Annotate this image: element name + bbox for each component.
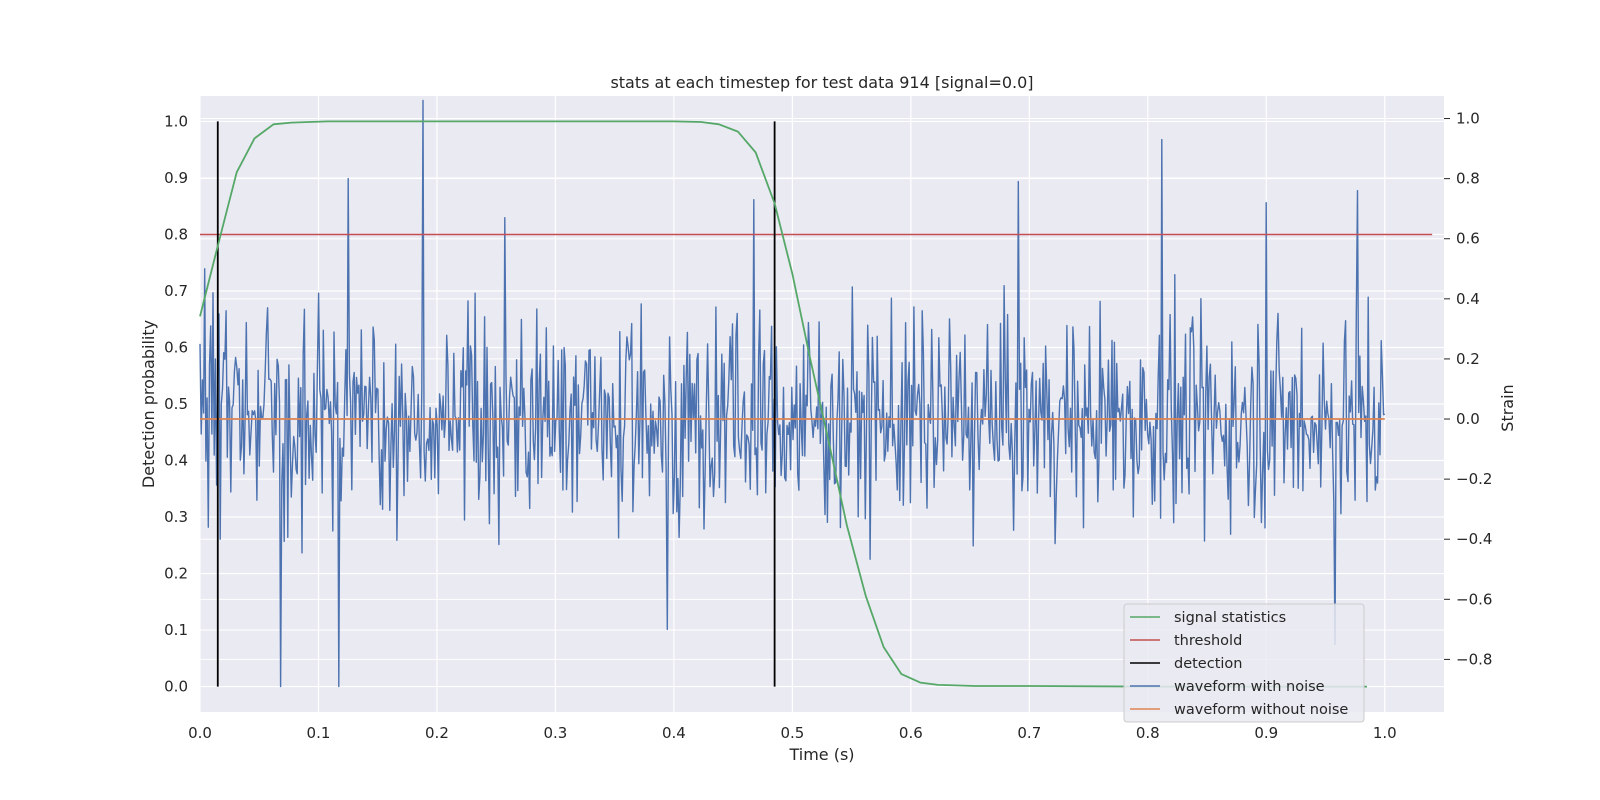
y-right-tick-label: 0.2: [1456, 350, 1480, 368]
y-left-tick-label: 0.7: [164, 282, 188, 300]
y-right-tick-label: 1.0: [1456, 110, 1480, 128]
x-tick-label: 0.4: [662, 724, 686, 742]
x-tick-label: 0.0: [188, 724, 212, 742]
y-left-tick-label: 0.2: [164, 565, 188, 583]
x-tick-label: 0.8: [1136, 724, 1160, 742]
y-right-tick-label: −0.6: [1456, 590, 1492, 608]
y-left-tick-label: 0.8: [164, 225, 188, 243]
y-right-tick-label: −0.2: [1456, 470, 1492, 488]
y-left-tick-label: 0.4: [164, 452, 188, 470]
series-waveform-with-noise: [199, 99, 1386, 688]
y-right-tick-label: 0.0: [1456, 410, 1480, 428]
y-left-tick-label: 0.0: [164, 678, 188, 696]
x-tick-label: 0.2: [425, 724, 449, 742]
x-tick-label: 0.3: [543, 724, 567, 742]
legend: signal statistics threshold detection wa…: [1123, 603, 1365, 723]
y-right-tick-label: −0.8: [1456, 650, 1492, 668]
x-tick-label: 1.0: [1373, 724, 1397, 742]
legend-box: [1123, 603, 1365, 723]
series-signal-statistics: [199, 120, 1367, 688]
x-tick-label: 0.6: [899, 724, 923, 742]
y-left-tick-label: 0.9: [164, 169, 188, 187]
y-left-tick-label: 0.1: [164, 621, 188, 639]
legend-label-threshold: threshold: [1174, 633, 1242, 649]
y-right-tick-label: 0.8: [1456, 170, 1480, 188]
y-right-tick-label: −0.4: [1456, 530, 1492, 548]
y-left-tick-label: 1.0: [164, 112, 188, 130]
legend-label-signal-statistics: signal statistics: [1174, 610, 1286, 626]
y-axis-left-label: Detection probability: [139, 320, 158, 488]
y-left-tick-label: 0.6: [164, 338, 188, 356]
y-axis-right-label: Strain: [1498, 384, 1517, 431]
x-tick-label: 0.5: [780, 724, 804, 742]
series-layer: [199, 99, 1433, 688]
y-right-tick-label: 0.4: [1456, 290, 1480, 308]
y-left-tick-label: 0.3: [164, 508, 188, 526]
legend-label-waveform-with-noise: waveform with noise: [1174, 679, 1325, 695]
chart-title: stats at each timestep for test data 914…: [610, 73, 1033, 92]
x-axis-label: Time (s): [788, 745, 854, 764]
x-tick-label: 0.7: [1017, 724, 1041, 742]
legend-label-detection: detection: [1174, 656, 1242, 672]
x-tick-label: 0.1: [307, 724, 331, 742]
y-right-tick-label: 0.6: [1456, 230, 1480, 248]
y-left-tick-label: 0.5: [164, 395, 188, 413]
legend-label-waveform-without-noise: waveform without noise: [1174, 702, 1348, 718]
x-tick-label: 0.9: [1254, 724, 1278, 742]
axis-ticks: 0.0 0.1 0.2 0.3 0.4 0.5 0.6 0.7 0.8 0.9 1.0 0.0 0.1 0…: [164, 110, 1492, 742]
